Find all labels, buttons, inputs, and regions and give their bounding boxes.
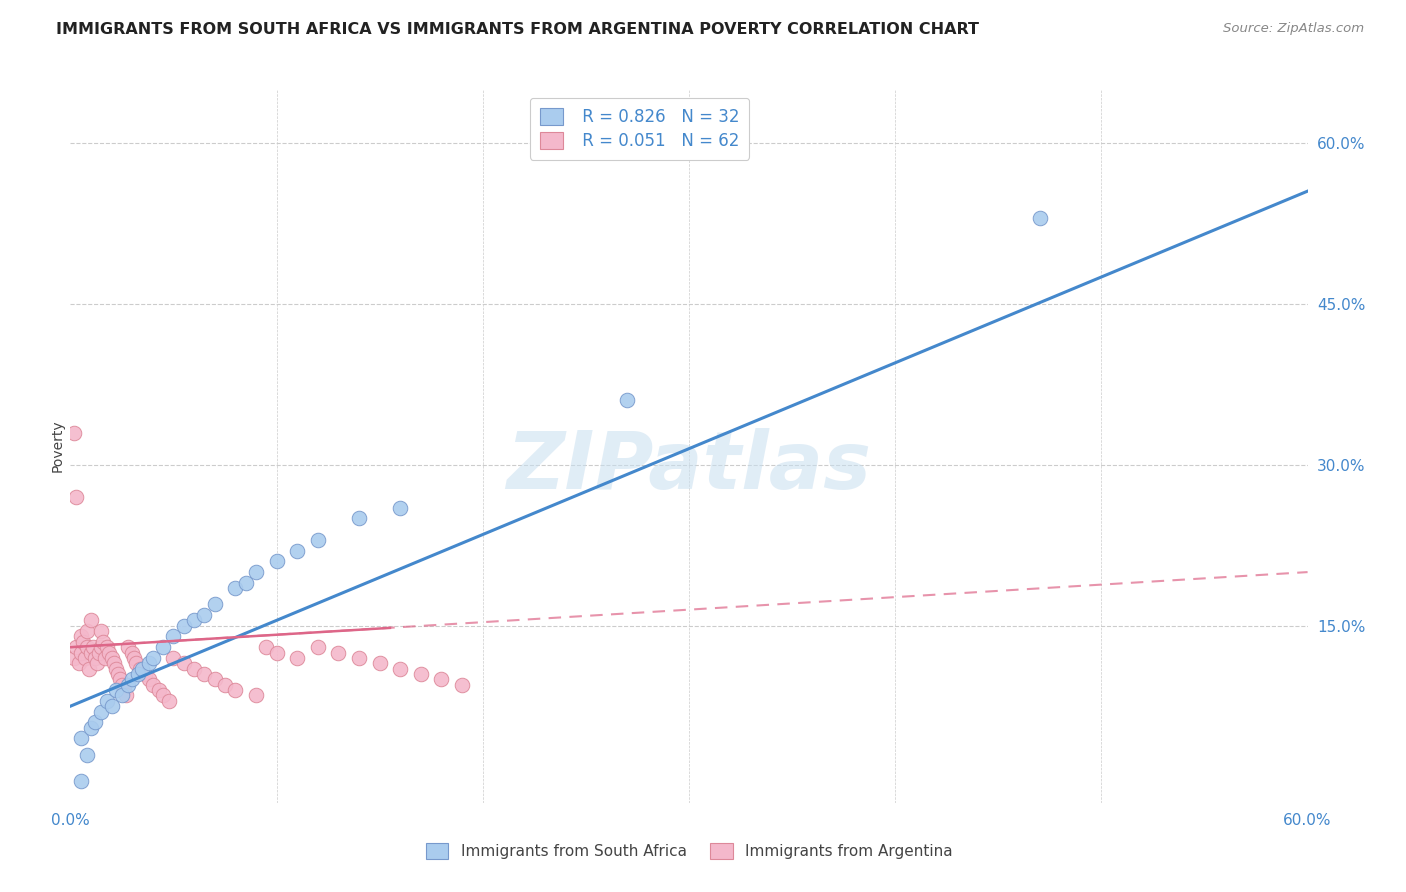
Point [111, 689, 134, 703]
Point [266, 554, 288, 568]
Point [121, 646, 143, 660]
Point [80, 646, 103, 660]
Point [131, 662, 153, 676]
Point [235, 575, 257, 590]
Point [121, 673, 143, 687]
Point [204, 673, 226, 687]
Point [72, 635, 94, 649]
Point [104, 683, 127, 698]
Point [204, 597, 226, 611]
Point [107, 667, 129, 681]
Point [90, 624, 112, 639]
Point [245, 565, 267, 579]
Point [94, 651, 117, 665]
Point [616, 393, 638, 408]
Point [162, 630, 184, 644]
Point [115, 689, 138, 703]
Point [451, 678, 474, 692]
Point [84, 651, 107, 665]
Point [138, 673, 160, 687]
Y-axis label: Poverty: Poverty [51, 420, 65, 472]
Point [125, 657, 148, 671]
Point [90, 705, 112, 719]
Text: IMMIGRANTS FROM SOUTH AFRICA VS IMMIGRANTS FROM ARGENTINA POVERTY CORRELATION CH: IMMIGRANTS FROM SOUTH AFRICA VS IMMIGRAN… [56, 22, 979, 37]
Point [69, 630, 91, 644]
Point [285, 543, 308, 558]
Point [193, 607, 215, 622]
Point [127, 667, 149, 681]
Point [76, 640, 98, 655]
Point [328, 646, 350, 660]
Point [389, 500, 412, 515]
Point [65, 490, 87, 504]
Point [117, 678, 139, 692]
Point [89, 646, 111, 660]
Point [80, 721, 103, 735]
Point [63, 651, 86, 665]
Point [96, 694, 118, 708]
Point [138, 657, 160, 671]
Point [148, 683, 170, 698]
Point [69, 646, 91, 660]
Point [91, 635, 114, 649]
Point [108, 673, 131, 687]
Text: Source: ZipAtlas.com: Source: ZipAtlas.com [1223, 22, 1364, 36]
Point [69, 731, 91, 746]
Legend: Immigrants from South Africa, Immigrants from Argentina: Immigrants from South Africa, Immigrants… [418, 835, 960, 866]
Point [254, 640, 277, 655]
Point [112, 683, 135, 698]
Point [76, 747, 98, 762]
Point [224, 581, 246, 595]
Point [389, 662, 412, 676]
Point [104, 662, 127, 676]
Point [96, 640, 118, 655]
Point [76, 624, 98, 639]
Point [63, 425, 86, 440]
Point [65, 640, 87, 655]
Point [67, 657, 90, 671]
Point [100, 651, 122, 665]
Point [245, 689, 267, 703]
Point [157, 694, 180, 708]
Point [285, 651, 308, 665]
Point [90, 640, 112, 655]
Point [173, 657, 195, 671]
Point [134, 667, 156, 681]
Point [117, 640, 139, 655]
Point [73, 651, 96, 665]
Point [1028, 211, 1050, 225]
Point [183, 613, 205, 627]
Point [347, 651, 370, 665]
Point [86, 657, 108, 671]
Point [307, 640, 329, 655]
Point [98, 646, 121, 660]
Point [183, 662, 205, 676]
Point [214, 678, 236, 692]
Point [409, 667, 432, 681]
Point [80, 613, 103, 627]
Point [368, 657, 391, 671]
Point [224, 683, 246, 698]
Point [84, 715, 107, 730]
Point [193, 667, 215, 681]
Point [142, 651, 165, 665]
Point [69, 774, 91, 789]
Point [103, 657, 125, 671]
Point [129, 662, 152, 676]
Point [152, 689, 174, 703]
Point [152, 640, 174, 655]
Point [162, 651, 184, 665]
Point [266, 646, 288, 660]
Point [77, 662, 100, 676]
Text: ZIPatlas: ZIPatlas [506, 428, 872, 507]
Point [142, 678, 165, 692]
Point [82, 640, 104, 655]
Point [111, 678, 134, 692]
Point [347, 511, 370, 525]
Point [122, 651, 145, 665]
Point [173, 619, 195, 633]
Point [430, 673, 453, 687]
Point [307, 533, 329, 547]
Point [100, 699, 122, 714]
